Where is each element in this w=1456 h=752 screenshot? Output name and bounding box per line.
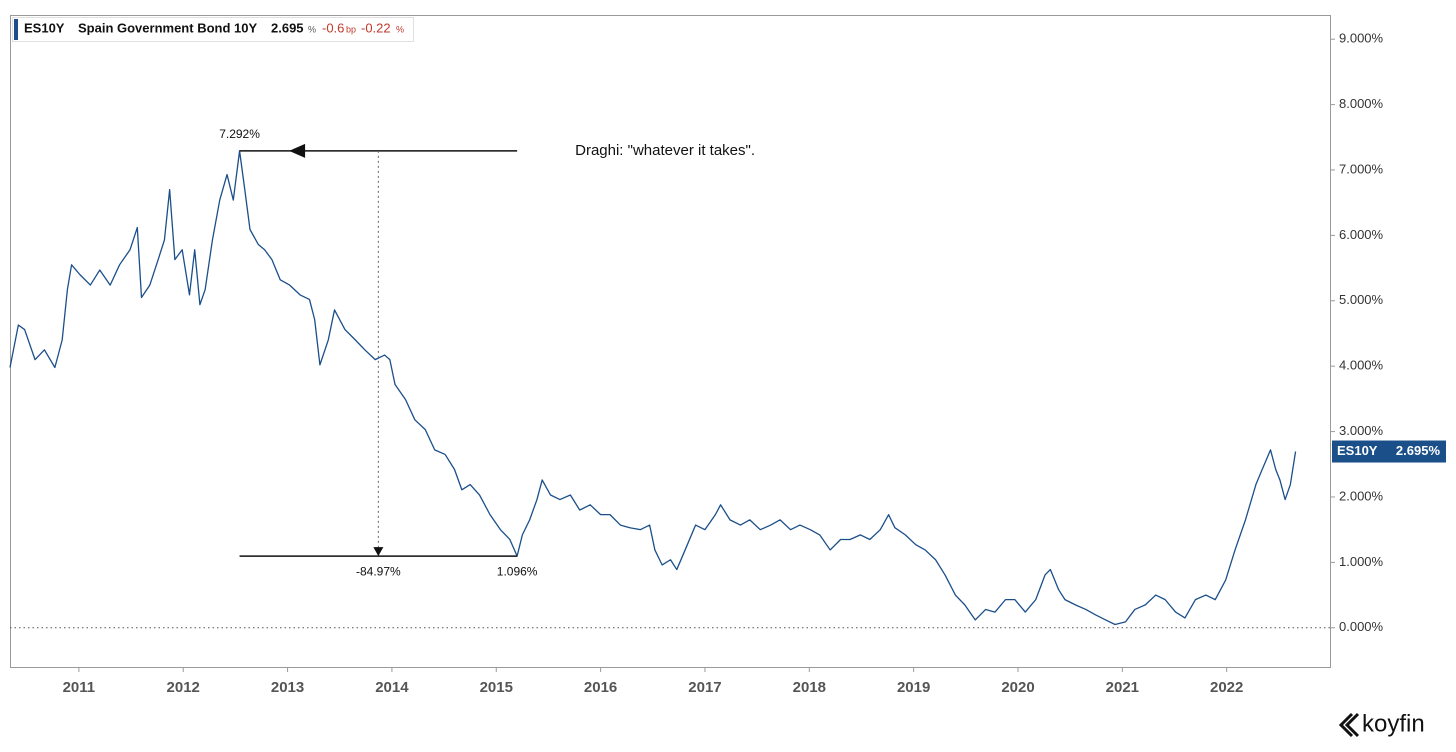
x-tick-label: 2017 — [688, 679, 721, 696]
change-unit: bp — [346, 24, 356, 34]
trough-label: 1.096% — [497, 564, 538, 578]
drop-arrow — [373, 547, 384, 557]
y-tick-label: 5.000% — [1339, 292, 1384, 307]
y-tick-label: 7.000% — [1339, 161, 1384, 176]
header-box — [12, 17, 414, 42]
change-label: -84.97% — [356, 564, 401, 578]
symbol: ES10Y — [24, 20, 65, 35]
x-tick-label: 2022 — [1210, 679, 1243, 696]
x-tick-label: 2016 — [584, 679, 617, 696]
y-tick-label: 8.000% — [1339, 96, 1384, 111]
peak-arrow — [289, 143, 306, 158]
x-tick-label: 2021 — [1106, 679, 1139, 696]
plot-frame — [10, 15, 1331, 668]
y-tick-label: 9.000% — [1339, 31, 1384, 46]
x-tick-label: 2012 — [167, 679, 200, 696]
x-tick-label: 2019 — [897, 679, 930, 696]
y-tick-label: 4.000% — [1339, 358, 1384, 373]
brand-icon — [1338, 712, 1360, 738]
y-tick-label: 6.000% — [1339, 227, 1384, 242]
change: -0.6 — [322, 20, 344, 35]
badge-symbol: ES10Y — [1337, 443, 1378, 458]
note: Draghi: "whatever it takes". — [575, 142, 755, 159]
x-tick-label: 2011 — [63, 679, 96, 696]
peak-label: 7.292% — [219, 127, 260, 141]
y-tick-label: 2.000% — [1339, 488, 1384, 503]
change-pct-unit: % — [396, 24, 404, 34]
header: ES10Y Spain Government Bond 10Y 2.695 % … — [12, 17, 414, 42]
price: 2.695 — [271, 20, 304, 35]
series-line — [9, 150, 1297, 626]
x-tick-label: 2020 — [1001, 679, 1034, 696]
brand-name: koyfin — [1362, 710, 1425, 737]
brand: koyfin — [1338, 710, 1425, 738]
last-badge — [1332, 440, 1446, 463]
badge-value: 2.695% — [1396, 443, 1441, 458]
change-pct: -0.22 — [361, 20, 391, 35]
x-tick-label: 2014 — [375, 679, 409, 696]
x-tick-label: 2015 — [480, 679, 513, 696]
y-tick-label: 0.000% — [1339, 619, 1384, 634]
header-marker — [14, 19, 18, 40]
y-tick-label: 3.000% — [1339, 423, 1384, 438]
x-tick-label: 2018 — [793, 679, 826, 696]
y-tick-label: 1.000% — [1339, 554, 1384, 569]
x-tick-label: 2013 — [271, 679, 304, 696]
bond-name: Spain Government Bond 10Y — [78, 20, 257, 35]
price-unit: % — [308, 24, 316, 34]
